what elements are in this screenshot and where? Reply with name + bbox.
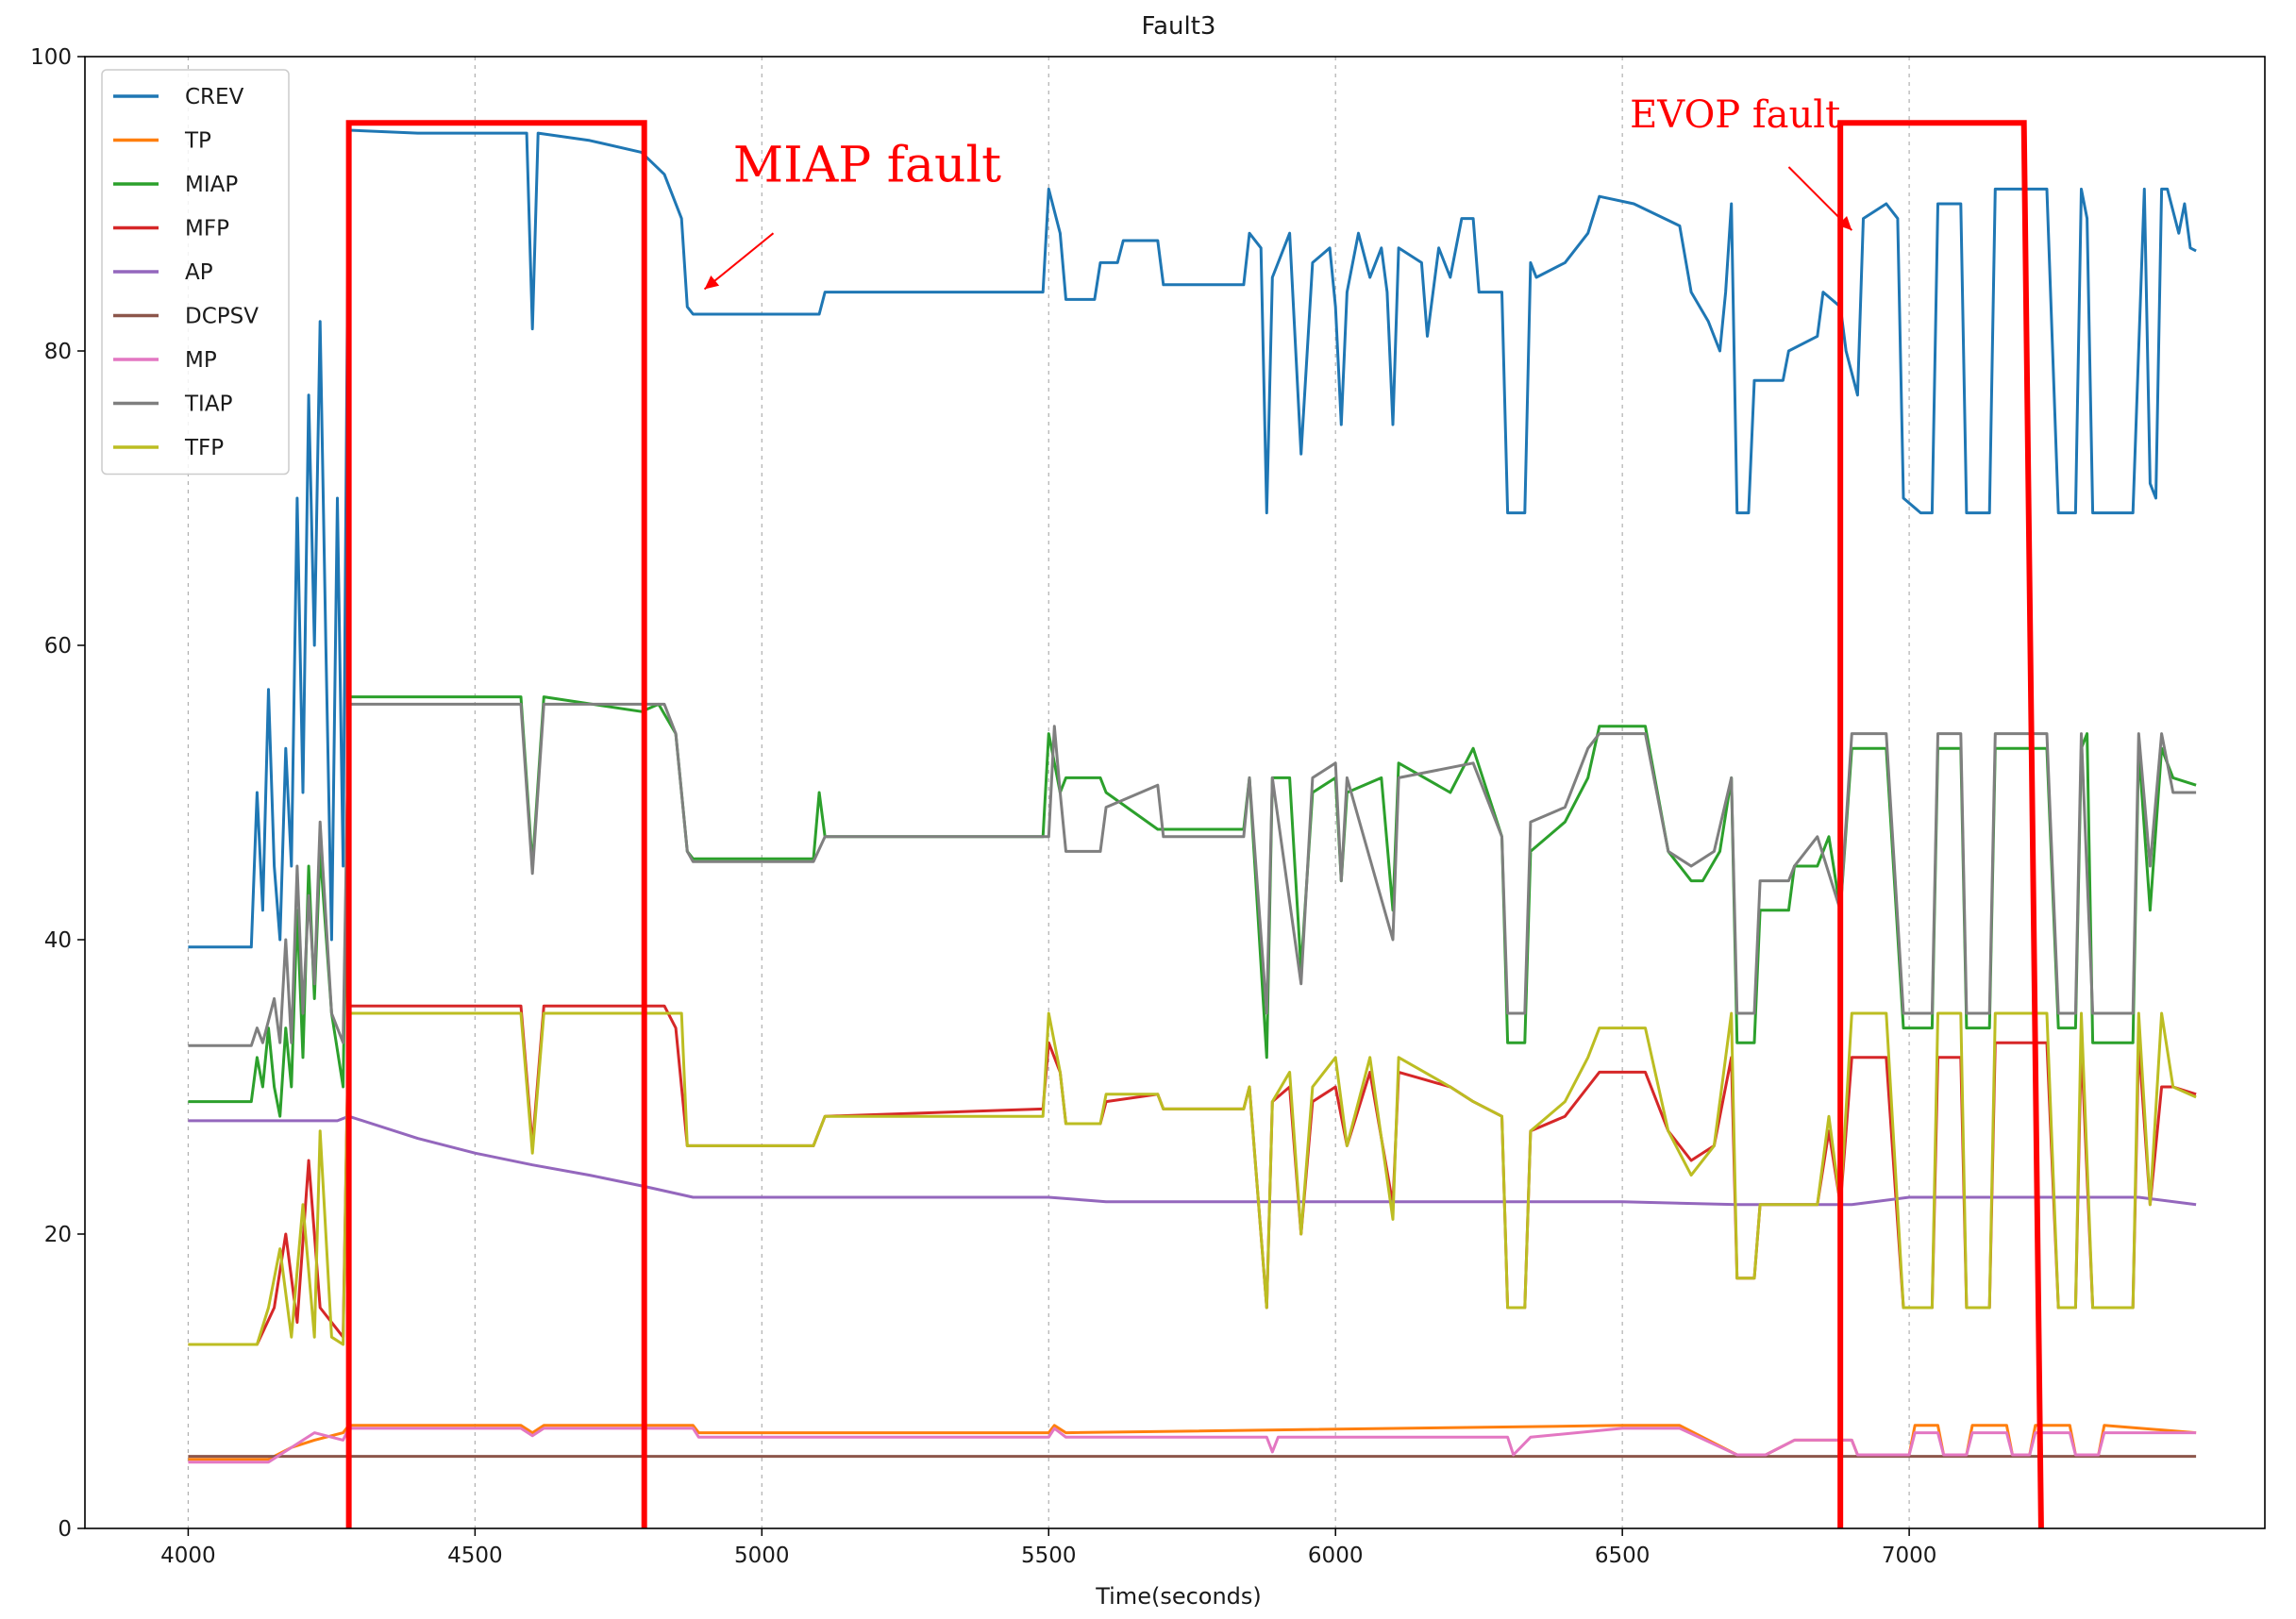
miap-fault-arrow-head [704, 275, 720, 290]
legend-box [101, 69, 290, 476]
y-tick-label-0: 0 [58, 1517, 72, 1542]
x-tick-label-4500: 4500 [447, 1544, 503, 1568]
y-tick-label-100: 100 [30, 45, 72, 70]
legend: CREV TP MIAP MFP AP DCPSV MP TIAP TFP [101, 69, 290, 476]
legend-label-mp: MP [185, 348, 217, 373]
series-line-crev [188, 128, 2197, 949]
legend-label-crev: CREV [185, 85, 244, 109]
x-tick-label-6000: 6000 [1308, 1544, 1364, 1568]
legend-label-dcpsv: DCPSV [185, 305, 259, 329]
axes-layer: 4000 4500 5000 5500 6000 6500 7000 0 20 40 60 80 100 [30, 45, 2266, 1568]
legend-label-mfp: MFP [185, 217, 229, 242]
miap-fault-label: MIAP fault [733, 138, 1001, 194]
y-tick-label-80: 80 [44, 340, 72, 364]
plot-frame [84, 56, 2266, 1529]
evop-fault-box [1837, 120, 2044, 1529]
x-tick-label-4000: 4000 [160, 1544, 216, 1568]
x-tick-label-5500: 5500 [1021, 1544, 1077, 1568]
legend-label-tp: TP [184, 129, 211, 154]
legend-label-tfp: TFP [184, 436, 224, 460]
y-tick-label-20: 20 [44, 1223, 72, 1247]
evop-fault-label: EVOP fault [1630, 93, 1840, 137]
series-line-tiap [188, 702, 2197, 1047]
legend-label-ap: AP [185, 260, 213, 285]
legend-label-miap: MIAP [185, 173, 238, 197]
series-line-mp [188, 1427, 2197, 1464]
legend-label-tiap: TIAP [184, 392, 233, 417]
series-line-ap [188, 1114, 2197, 1207]
x-tick-label-6500: 6500 [1595, 1544, 1651, 1568]
grid-layer [187, 57, 1910, 1528]
x-axis-label: Time(seconds) [1095, 1583, 1262, 1610]
y-tick-label-60: 60 [44, 634, 72, 659]
evop-fault-arrow-head [1837, 215, 1852, 231]
x-tick-label-7000: 7000 [1882, 1544, 1937, 1568]
series-layer [188, 128, 2197, 1464]
y-tick-label-40: 40 [44, 928, 72, 953]
series-line-tfp [188, 1011, 2197, 1346]
chart-title: Fault3 [1142, 12, 1216, 41]
miap-fault-box [345, 120, 647, 1528]
annotation-layer: MIAP fault EVOP fault [345, 93, 2044, 1529]
x-tick-label-5000: 5000 [734, 1544, 790, 1568]
evop-fault-arrow-shaft [1787, 166, 1853, 231]
miap-fault-arrow-shaft [703, 232, 775, 291]
